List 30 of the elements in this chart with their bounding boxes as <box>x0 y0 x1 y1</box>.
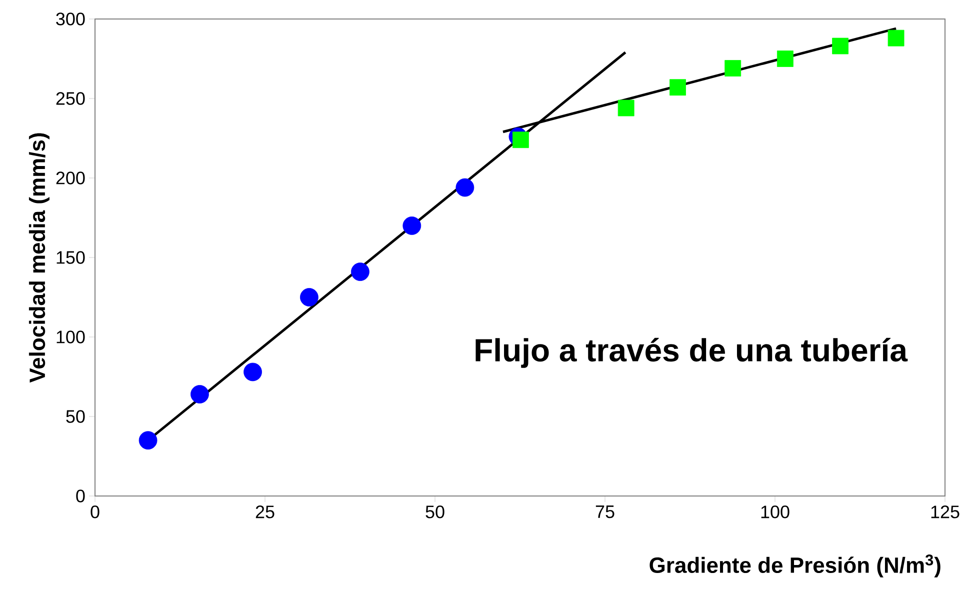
y-tick-label: 50 <box>66 410 85 423</box>
y-axis-title: Velocidad media (mm/s) <box>28 133 50 383</box>
x-tick-label: 125 <box>931 506 960 518</box>
point <box>300 288 318 306</box>
x-tick-label: 100 <box>761 506 790 518</box>
point <box>190 385 209 404</box>
point <box>832 38 848 54</box>
x-tick-label: 50 <box>426 506 444 518</box>
y-tick-label: 250 <box>56 92 85 105</box>
point <box>724 60 742 76</box>
point <box>777 50 794 67</box>
x-axis-title: Gradiente de Presión (N/m$^{3}$) <box>650 554 940 578</box>
point <box>402 216 422 235</box>
y-tick-label: 300 <box>56 12 85 26</box>
x-tick-label: 75 <box>596 506 614 518</box>
point <box>138 431 158 450</box>
point <box>888 30 904 46</box>
y-tick-label: 200 <box>56 172 85 184</box>
y-tick-label: 150 <box>56 251 85 264</box>
point <box>512 132 529 148</box>
point <box>670 79 686 96</box>
point <box>618 100 634 116</box>
x-tick-label: 25 <box>256 506 274 518</box>
y-tick-label: 0 <box>76 490 85 502</box>
annotation: Flujo a través de una tubería <box>476 338 908 368</box>
point <box>351 262 370 281</box>
x-tick-label: 0 <box>90 506 100 518</box>
point <box>456 178 474 197</box>
y-tick-label: 100 <box>56 330 85 344</box>
point <box>244 362 262 382</box>
